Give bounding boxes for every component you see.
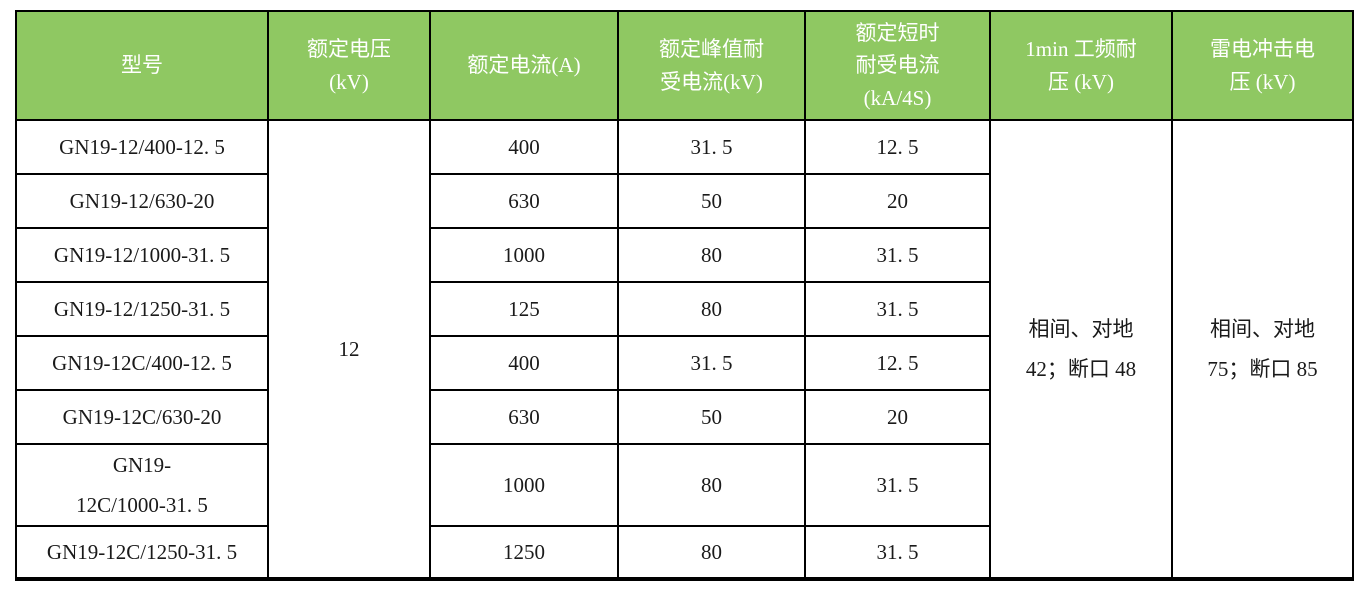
table-row: GN19-12/630-20 630 50 20 [15,173,1353,229]
cell-peak: 80 [617,525,806,580]
cell-model: GN19-12/630-20 [15,173,269,229]
cell-short-time: 20 [804,389,991,445]
cell-power-freq-merged: 相间、对地 42；断口 48 [989,119,1173,580]
spec-table: 型号 额定电压 (kV) 额定电流(A) 额定峰值耐 受电流(kV) 额定短时 … [15,10,1354,581]
cell-model: GN19-12C/1250-31. 5 [15,525,269,580]
cell-peak: 50 [617,389,806,445]
table-row: GN19-12C/1250-31. 5 1250 80 31. 5 [15,525,1353,580]
cell-model: GN19-12/400-12. 5 [15,119,269,175]
cell-peak: 31. 5 [617,335,806,391]
cell-short-time: 31. 5 [804,443,991,527]
table-header-row: 型号 额定电压 (kV) 额定电流(A) 额定峰值耐 受电流(kV) 额定短时 … [15,10,1354,121]
cell-peak: 80 [617,281,806,337]
cell-model: GN19-12/1000-31. 5 [15,227,269,283]
cell-short-time: 31. 5 [804,525,991,580]
cell-model: GN19-12/1250-31. 5 [15,281,269,337]
table-row: GN19-12C/630-20 630 50 20 [15,389,1353,445]
cell-current: 1250 [429,525,619,580]
col-header-short-time-withstand: 额定短时 耐受电流 (kA/4S) [804,10,991,121]
cell-current: 1000 [429,443,619,527]
cell-peak: 80 [617,443,806,527]
table-row: GN19-12C/400-12. 5 400 31. 5 12. 5 [15,335,1353,391]
cell-peak: 50 [617,173,806,229]
col-header-peak-withstand: 额定峰值耐 受电流(kV) [617,10,806,121]
col-header-power-freq-withstand: 1min 工频耐 压 (kV) [989,10,1173,121]
cell-peak: 31. 5 [617,119,806,175]
cell-current: 630 [429,173,619,229]
cell-lightning-merged: 相间、对地 75；断口 85 [1171,119,1354,580]
cell-short-time: 20 [804,173,991,229]
cell-short-time: 31. 5 [804,227,991,283]
cell-model: GN19-12C/630-20 [15,389,269,445]
cell-current: 400 [429,119,619,175]
col-header-rated-voltage: 额定电压 (kV) [267,10,431,121]
table-row: GN19-12/400-12. 5 12 400 31. 5 12. 5 相间、… [15,119,1354,580]
cell-short-time: 12. 5 [804,335,991,391]
table-row: GN19-12/1000-31. 5 1000 80 31. 5 [15,227,1353,283]
col-header-rated-current: 额定电流(A) [429,10,619,121]
cell-peak: 80 [617,227,806,283]
cell-model: GN19-12C/400-12. 5 [15,335,269,391]
cell-current: 630 [429,389,619,445]
table-row: GN19- 12C/1000-31. 5 1000 80 31. 5 [15,443,1353,527]
cell-model: GN19- 12C/1000-31. 5 [15,443,269,527]
col-header-model: 型号 [15,10,269,121]
cell-short-time: 12. 5 [804,119,991,175]
cell-current: 125 [429,281,619,337]
cell-rated-voltage-merged: 12 [267,119,431,580]
cell-short-time: 31. 5 [804,281,991,337]
cell-current: 400 [429,335,619,391]
col-header-lightning-impulse: 雷电冲击电 压 (kV) [1171,10,1354,121]
table-row: GN19-12/1250-31. 5 125 80 31. 5 [15,281,1353,337]
cell-current: 1000 [429,227,619,283]
